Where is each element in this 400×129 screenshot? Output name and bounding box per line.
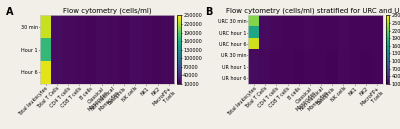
- Title: Flow cytometry (cells/ml) stratified for URC and UR: Flow cytometry (cells/ml) stratified for…: [226, 8, 400, 14]
- Text: A: A: [6, 7, 14, 17]
- Title: Flow cytometry (cells/ml): Flow cytometry (cells/ml): [63, 8, 152, 14]
- Text: B: B: [205, 7, 213, 17]
